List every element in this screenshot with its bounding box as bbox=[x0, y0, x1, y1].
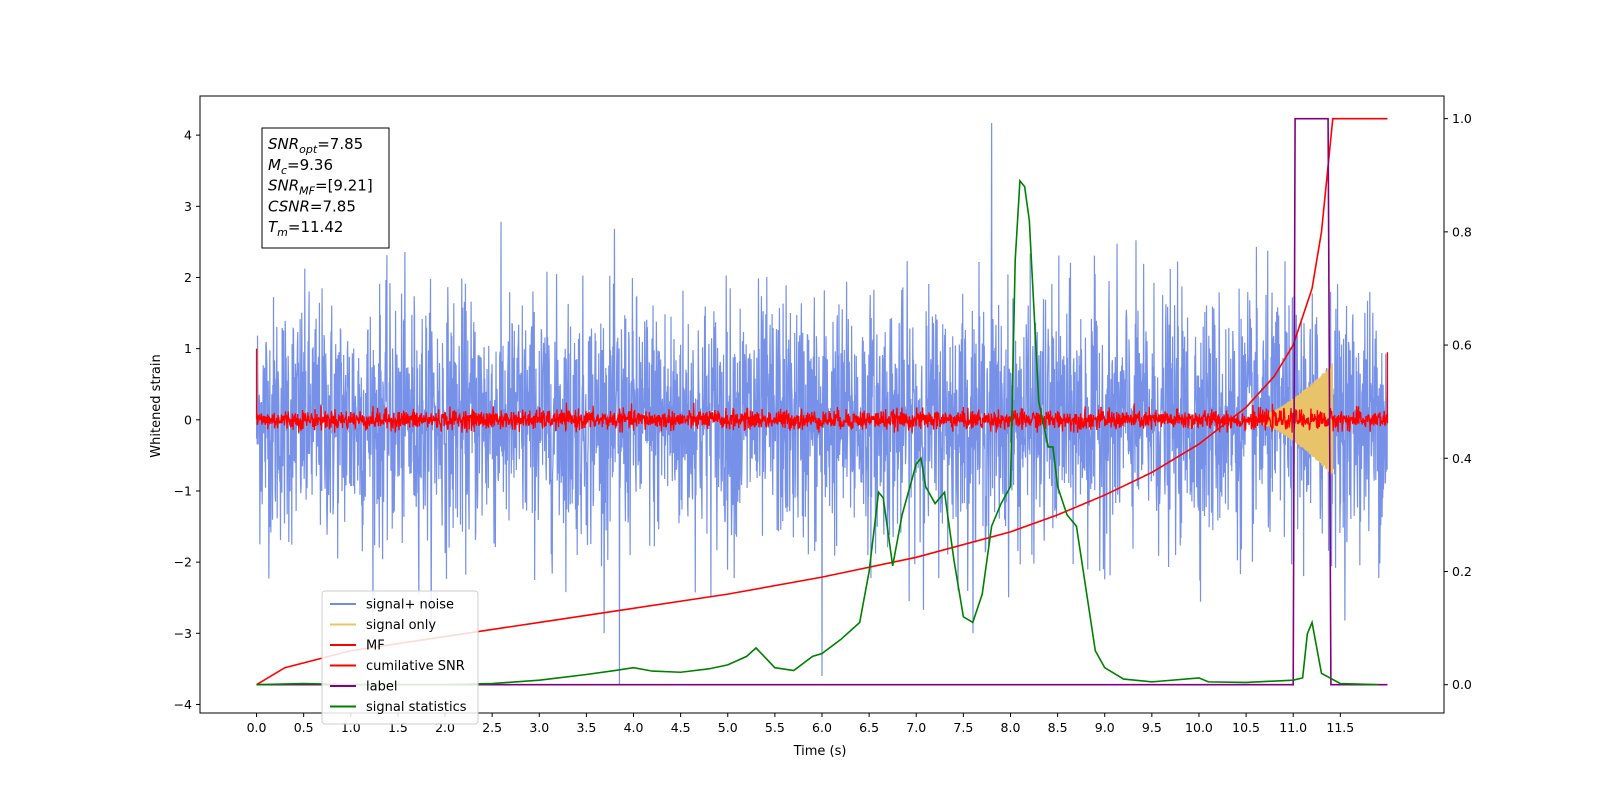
x-tick-label: 5.5 bbox=[765, 720, 785, 735]
series-layer bbox=[255, 117, 1389, 686]
annotation-line: Mc=9.36 bbox=[268, 156, 333, 177]
legend-label: signal only bbox=[366, 618, 436, 633]
x-tick-label: 10.5 bbox=[1232, 720, 1260, 735]
legend-label: label bbox=[366, 680, 397, 695]
x-tick-label: 2.5 bbox=[482, 720, 502, 735]
legend: signal+ noise signal only MF cumilative SNR… bbox=[321, 590, 479, 725]
y-axis-right: 0.0 0.2 0.4 0.6 0.8 1.0 bbox=[1444, 111, 1472, 692]
x-tick-label: 7.5 bbox=[953, 720, 973, 735]
y-axis-left: −4 −3 −2 −1 0 1 2 3 4 bbox=[174, 128, 200, 712]
x-tick-label: 9.0 bbox=[1095, 720, 1115, 735]
y-axis-label: Whitened strain bbox=[149, 354, 164, 457]
x-tick-label: 6.0 bbox=[812, 720, 832, 735]
x-tick-label: 10.0 bbox=[1185, 720, 1213, 735]
series-signal-noise bbox=[255, 123, 1389, 685]
legend-label: signal statistics bbox=[366, 700, 467, 715]
x-tick-label: 3.5 bbox=[576, 720, 596, 735]
y-tick-label: 0 bbox=[184, 412, 192, 427]
y-right-tick-label: 0.6 bbox=[1452, 338, 1472, 353]
y-tick-label: 2 bbox=[184, 270, 192, 285]
legend-frame bbox=[321, 590, 479, 725]
x-tick-label: 8.5 bbox=[1048, 720, 1068, 735]
x-tick-label: 11.5 bbox=[1326, 720, 1354, 735]
y-tick-label: 1 bbox=[184, 341, 192, 356]
y-tick-label: 3 bbox=[184, 199, 192, 214]
legend-label: cumilative SNR bbox=[366, 659, 465, 674]
y-right-tick-label: 0.2 bbox=[1452, 564, 1472, 579]
x-tick-label: 4.5 bbox=[671, 720, 691, 735]
x-axis-label: Time (s) bbox=[793, 744, 847, 759]
annotation-line: Tm=11.42 bbox=[268, 218, 343, 239]
y-tick-label: −1 bbox=[174, 483, 192, 498]
series-cumulative-snr bbox=[256, 117, 1388, 686]
x-tick-label: 11.0 bbox=[1279, 720, 1307, 735]
y-tick-label: −3 bbox=[174, 626, 192, 641]
x-tick-label: 6.5 bbox=[859, 720, 879, 735]
annotation-line: CSNR=7.85 bbox=[268, 197, 356, 215]
x-tick-label: 9.5 bbox=[1142, 720, 1162, 735]
x-tick-label: 8.0 bbox=[1001, 720, 1021, 735]
x-tick-label: 7.0 bbox=[906, 720, 926, 735]
y-right-tick-label: 1.0 bbox=[1452, 111, 1472, 126]
legend-label: MF bbox=[366, 639, 385, 654]
series-signal-statistics bbox=[256, 178, 1379, 686]
y-tick-label: 4 bbox=[184, 128, 192, 143]
x-tick-label: 3.0 bbox=[529, 720, 549, 735]
x-tick-label: 4.0 bbox=[624, 720, 644, 735]
y-right-tick-label: 0.0 bbox=[1452, 677, 1472, 692]
series-mf bbox=[255, 348, 1389, 433]
series-label bbox=[256, 117, 1388, 686]
y-right-tick-label: 0.4 bbox=[1452, 451, 1472, 466]
annotation-line: SNRMF=[9.21] bbox=[268, 177, 373, 198]
annotation-line: SNRopt=7.85 bbox=[268, 135, 363, 156]
y-right-tick-label: 0.8 bbox=[1452, 224, 1472, 239]
y-tick-label: −4 bbox=[174, 697, 192, 712]
legend-label: signal+ noise bbox=[366, 598, 454, 613]
y-tick-label: −2 bbox=[174, 555, 192, 570]
x-tick-label: 0.5 bbox=[294, 720, 314, 735]
x-tick-label: 5.0 bbox=[718, 720, 738, 735]
annotation-frame bbox=[261, 127, 390, 249]
x-tick-label: 0.0 bbox=[247, 720, 267, 735]
